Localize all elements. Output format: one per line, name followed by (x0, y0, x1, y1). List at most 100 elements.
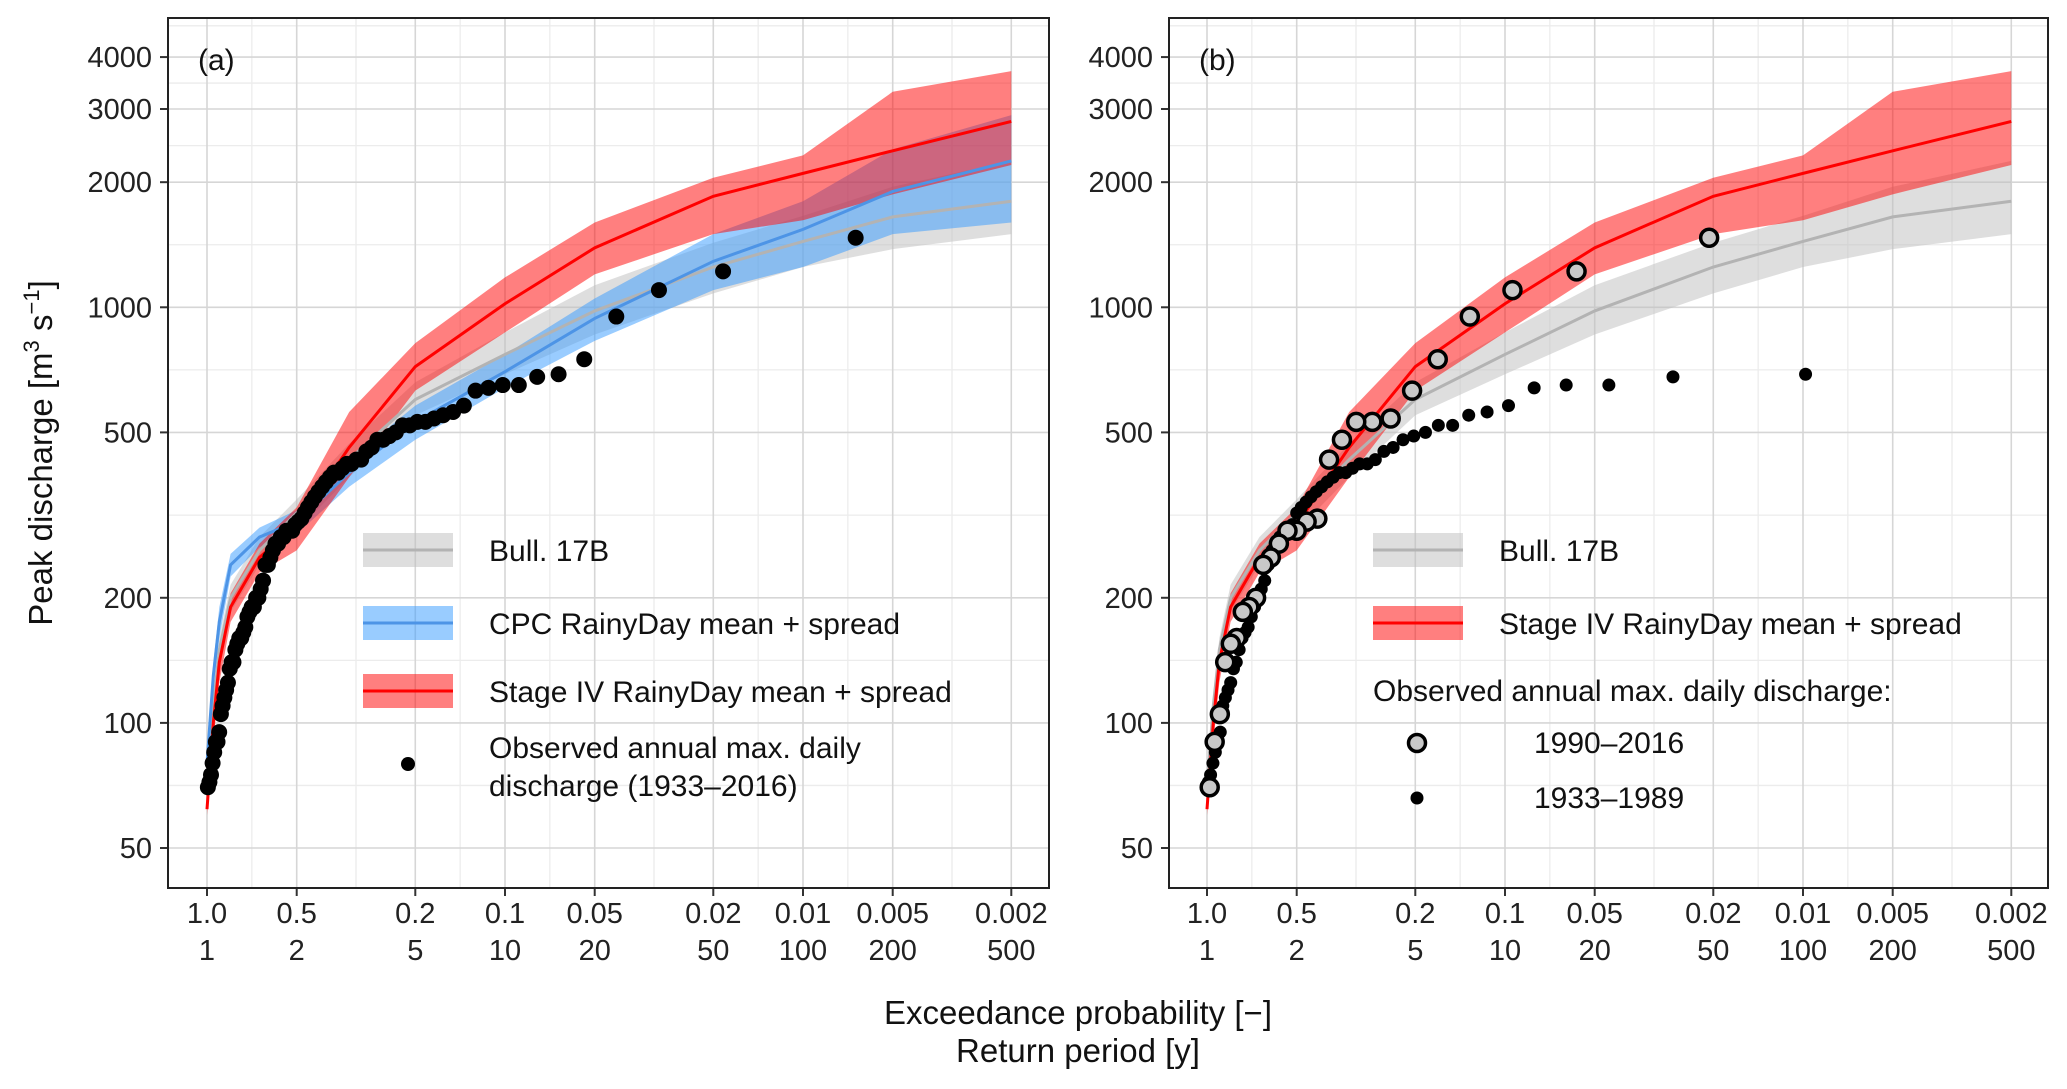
x-tick-label-return-period: 500 (987, 935, 1035, 967)
observed-point-1933-1989 (1206, 756, 1220, 770)
observed-point-1990-2016 (1502, 279, 1523, 301)
x-tick-label-return-period: 100 (779, 935, 827, 967)
observed-point-1990-2016 (1345, 411, 1367, 433)
y-tick-label: 1000 (87, 292, 152, 324)
x-tick-label-return-period: 1 (199, 935, 215, 967)
observed-point (576, 351, 593, 368)
old-legend-label: 1933–1989 (1534, 782, 1684, 815)
y-tick-label: 4000 (87, 42, 152, 74)
x-tick-label-return-period: 10 (489, 935, 521, 967)
observed-point-1990-2016 (1232, 601, 1254, 623)
observed-point-1990-2016 (1253, 554, 1274, 576)
x-tick-label-return-period: 2 (1289, 935, 1305, 967)
x-axis-label-probability: Exceedance probability [−] (884, 994, 1272, 1031)
x-tick-label-probability: 0.005 (856, 898, 929, 930)
x-tick-label-return-period: 50 (697, 935, 729, 967)
x-tick-label-return-period: 200 (869, 935, 917, 967)
x-tick-label-probability: 0.2 (395, 898, 435, 930)
panel-label: (b) (1199, 44, 1236, 77)
x-tick-label-probability: 1.0 (187, 898, 227, 930)
observed-point-1933-1989 (1431, 418, 1445, 432)
panel-b: 5010020050010002000300040001.010.520.250… (1088, 17, 2049, 967)
observed-point (510, 377, 527, 394)
observed-point-1933-1989 (1446, 418, 1460, 432)
observed-point-1933-1989 (1377, 444, 1391, 458)
observed-point-1990-2016 (1209, 703, 1231, 725)
y-tick-label: 2000 (87, 167, 152, 199)
y-axis-label: Peak discharge [m3 s−1] (19, 280, 59, 626)
observed-point-1990-2016 (1331, 429, 1353, 451)
x-tick-label-probability: 0.01 (1775, 898, 1831, 930)
observed-point (204, 755, 221, 772)
observed-point-1933-1989 (1462, 408, 1476, 422)
observed-legend-label: Observed annual max. daily (489, 732, 861, 765)
observed-point (212, 706, 229, 723)
x-tick-label-probability: 0.05 (566, 898, 622, 930)
plot-area (199, 71, 1012, 816)
observed-point-1933-1989 (1418, 425, 1432, 439)
y-tick-label: 1000 (1088, 292, 1153, 324)
old-legend-dot (1410, 791, 1424, 805)
observed-point (715, 263, 732, 280)
recent-legend-dot (1406, 732, 1428, 754)
observed-point-1933-1989 (1396, 433, 1410, 447)
x-tick-label-return-period: 5 (407, 935, 423, 967)
bull17b-legend-label: Bull. 17B (1499, 535, 1619, 568)
observed-point-1990-2016 (1698, 227, 1720, 249)
panel-label: (a) (198, 44, 235, 77)
observed-point (529, 368, 546, 385)
plot-area (1199, 71, 2012, 816)
x-tick-label-probability: 0.05 (1566, 898, 1622, 930)
x-tick-label-probability: 0.02 (685, 898, 741, 930)
x-tick-label-probability: 0.1 (1485, 898, 1525, 930)
x-tick-label-probability: 0.5 (1277, 898, 1317, 930)
observed-point-1990-2016 (1459, 306, 1481, 327)
bull17b-spread-band (1207, 160, 2012, 793)
x-tick-label-probability: 0.002 (975, 898, 1048, 930)
bull17b-legend-label: Bull. 17B (489, 535, 609, 568)
observed-point-1933-1989 (1602, 378, 1616, 392)
x-tick-label-probability: 0.01 (775, 898, 831, 930)
y-tick-label: 500 (1105, 417, 1153, 449)
stage4-legend-label: Stage IV RainyDay mean + spread (489, 676, 952, 709)
observed-point (199, 779, 216, 796)
observed-point (480, 379, 497, 396)
observed-point (650, 282, 667, 299)
panel-a: 5010020050010002000300040001.010.520.250… (87, 17, 1050, 967)
observed-point-1990-2016 (1220, 633, 1242, 655)
stage4-legend-label: Stage IV RainyDay mean + spread (1499, 608, 1962, 641)
observed-point (550, 366, 567, 383)
x-tick-label-return-period: 5 (1407, 935, 1423, 967)
bull17b-mean-line (205, 199, 1012, 788)
observed-point-1990-2016 (1318, 449, 1340, 470)
x-tick-label-probability: 0.2 (1395, 898, 1435, 930)
y-tick-label: 4000 (1088, 42, 1153, 74)
cpc-legend-label: CPC RainyDay mean + spread (489, 608, 900, 641)
observed-point-1990-2016 (1199, 777, 1220, 798)
x-tick-label-return-period: 100 (1779, 935, 1827, 967)
x-tick-label-return-period: 10 (1489, 935, 1521, 967)
y-tick-label: 50 (120, 833, 152, 865)
observed-point-1990-2016 (1566, 261, 1587, 282)
observed-point (847, 229, 864, 246)
y-tick-label: 50 (1121, 833, 1153, 865)
plot-border (1168, 17, 2049, 889)
plot-border (167, 17, 1050, 889)
observed-point (221, 660, 238, 677)
observed-point-1933-1989 (1480, 405, 1494, 419)
observed-point-1933-1989 (1501, 399, 1515, 413)
y-tick-label: 500 (104, 417, 152, 449)
x-tick-label-probability: 1.0 (1187, 898, 1227, 930)
observed-point-1933-1989 (1666, 370, 1680, 384)
x-tick-label-return-period: 200 (1869, 935, 1917, 967)
observed-point (467, 382, 484, 399)
x-tick-label-probability: 0.005 (1856, 898, 1929, 930)
observed-point (608, 308, 625, 325)
observed-point-1990-2016 (1204, 731, 1225, 753)
observed-point-1933-1989 (1799, 367, 1813, 381)
observed-point-1990-2016 (1427, 348, 1448, 370)
y-tick-label: 3000 (87, 94, 152, 126)
x-axis-label-return-period: Return period [y] (956, 1032, 1200, 1069)
y-tick-label: 2000 (1088, 167, 1153, 199)
